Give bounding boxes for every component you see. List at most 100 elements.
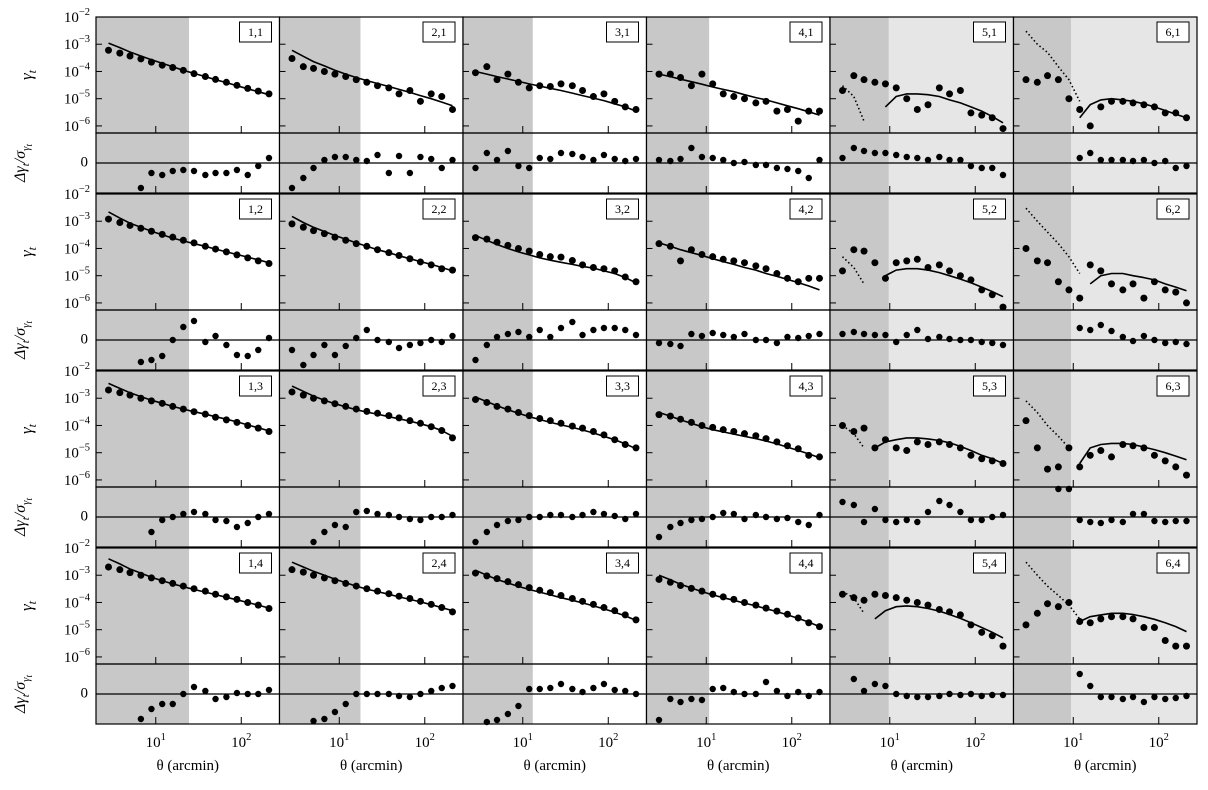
residual-point bbox=[632, 331, 640, 339]
residual-point bbox=[924, 693, 932, 701]
residual-point bbox=[632, 155, 640, 163]
data-point bbox=[1022, 244, 1030, 252]
residual-point bbox=[816, 511, 823, 519]
residual-point bbox=[579, 688, 586, 696]
data-point bbox=[1097, 447, 1105, 455]
data-point bbox=[104, 46, 112, 54]
data-point bbox=[137, 224, 145, 232]
y-axis-label-sub: t bbox=[25, 423, 39, 427]
data-point bbox=[967, 451, 975, 459]
residual-point bbox=[936, 692, 943, 700]
resid-axis-label-part: t bbox=[20, 339, 32, 343]
data-point bbox=[373, 587, 381, 595]
panel-label: 2,1 bbox=[432, 25, 447, 39]
data-point bbox=[730, 428, 738, 436]
residual-point bbox=[137, 715, 145, 723]
panel-label-box bbox=[789, 552, 823, 574]
residual-point bbox=[137, 358, 145, 366]
resid-axis-label-part: γ bbox=[20, 323, 32, 328]
residual-point bbox=[936, 333, 943, 341]
data-point bbox=[448, 434, 456, 442]
data-point bbox=[1022, 76, 1030, 84]
data-point bbox=[1097, 615, 1105, 623]
data-point bbox=[655, 411, 663, 419]
residual-point bbox=[784, 692, 791, 700]
model-line bbox=[1089, 272, 1187, 292]
residual-point bbox=[557, 324, 565, 332]
data-point bbox=[1065, 286, 1073, 294]
data-point bbox=[244, 421, 252, 429]
residual-point bbox=[438, 164, 445, 172]
data-point bbox=[838, 590, 846, 598]
data-point bbox=[493, 402, 501, 410]
data-point bbox=[935, 606, 943, 614]
panel: 4,1 bbox=[645, 16, 831, 194]
data-point bbox=[773, 270, 781, 278]
residual-point bbox=[1183, 517, 1190, 525]
panel-label: 4,2 bbox=[799, 202, 814, 216]
residual-point bbox=[762, 336, 770, 344]
y-axis-label-sub: t bbox=[25, 69, 39, 73]
data-point bbox=[557, 592, 565, 600]
resid-axis-label-part: Δγ bbox=[12, 520, 29, 537]
panel: 01,1 bbox=[81, 16, 281, 194]
tick-base: 10 bbox=[329, 735, 344, 751]
data-point bbox=[1044, 259, 1052, 267]
data-point bbox=[805, 274, 813, 282]
data-point bbox=[956, 272, 964, 280]
residual-point bbox=[310, 538, 317, 546]
resid-axis-label-part: t bbox=[20, 693, 32, 697]
data-point bbox=[406, 255, 414, 263]
residual-point bbox=[1076, 670, 1083, 678]
panel-label: 1,1 bbox=[248, 25, 263, 39]
data-point bbox=[525, 584, 533, 592]
residual-point bbox=[417, 516, 424, 524]
data-point bbox=[568, 594, 576, 602]
tick-exponent: −2 bbox=[79, 361, 90, 372]
data-point bbox=[677, 257, 685, 265]
residual-frame bbox=[1012, 309, 1198, 371]
data-point bbox=[579, 424, 587, 432]
data-point bbox=[190, 70, 198, 78]
residual-point bbox=[1172, 517, 1179, 525]
residual-point bbox=[709, 513, 716, 521]
data-point bbox=[233, 81, 241, 89]
data-point bbox=[1129, 99, 1137, 107]
panel: 3,1 bbox=[462, 16, 648, 194]
residual-point bbox=[265, 510, 273, 518]
residual-point bbox=[406, 169, 414, 177]
data-point bbox=[677, 581, 685, 589]
data-point bbox=[815, 623, 823, 631]
data-point bbox=[698, 251, 706, 259]
data-point bbox=[924, 263, 932, 271]
data-point bbox=[126, 569, 134, 577]
panel: 0 θ (arcmin) 1,4 bbox=[81, 547, 281, 774]
model-line bbox=[658, 242, 820, 291]
tick-exponent: −3 bbox=[79, 212, 90, 223]
panel: θ (arcmin) 6,4 bbox=[1012, 547, 1198, 774]
data-point bbox=[331, 70, 339, 78]
panel: 3,2 bbox=[462, 193, 648, 371]
residual-point bbox=[936, 497, 943, 505]
data-point bbox=[546, 417, 554, 425]
residual-point bbox=[893, 151, 900, 159]
scale-cut-region bbox=[463, 17, 533, 193]
data-point bbox=[988, 291, 996, 299]
panel-label-box bbox=[1156, 552, 1190, 574]
scale-cut-region bbox=[646, 371, 710, 547]
tick-exponent: 2 bbox=[246, 732, 251, 743]
data-point bbox=[536, 251, 544, 259]
residual-point bbox=[924, 508, 932, 516]
residual-point bbox=[893, 338, 900, 346]
tick-base: 10 bbox=[64, 10, 79, 26]
data-point bbox=[752, 601, 760, 609]
data-point bbox=[860, 247, 868, 255]
data-point bbox=[557, 419, 565, 427]
data-point bbox=[483, 63, 491, 71]
residual-point bbox=[924, 335, 932, 343]
data-point bbox=[179, 582, 187, 590]
data-point bbox=[116, 49, 124, 57]
data-point bbox=[783, 106, 791, 114]
panel-label: 2,2 bbox=[432, 202, 447, 216]
data-point bbox=[568, 82, 576, 90]
